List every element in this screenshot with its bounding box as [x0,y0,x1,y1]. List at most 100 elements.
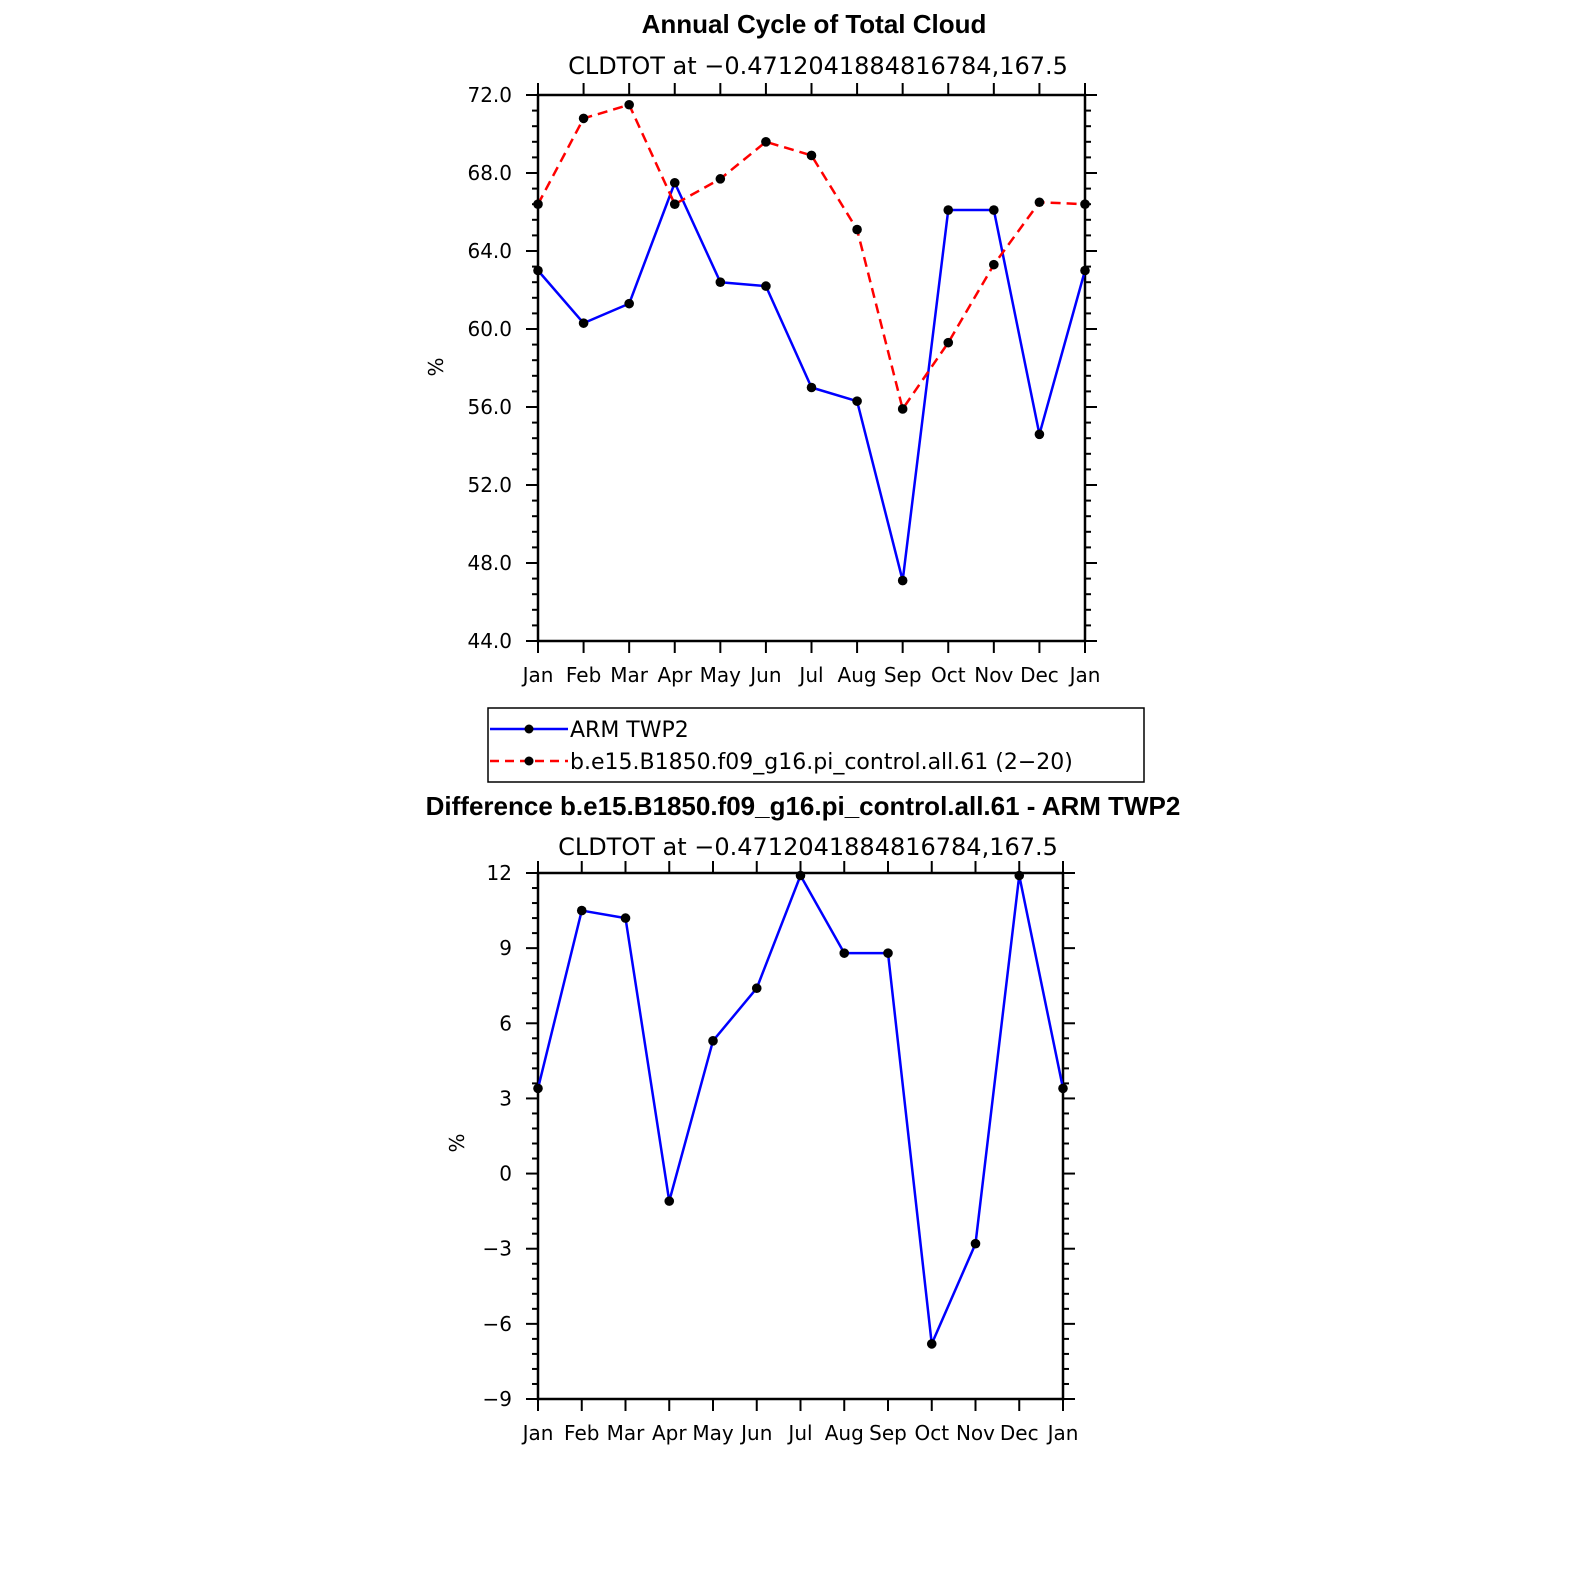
data-point-series-0 [897,575,908,586]
data-point-series-0 [795,870,806,881]
data-point-series-0 [578,318,589,328]
legend-label-arm-twp2: ARM TWP2 [570,718,689,743]
x-tick-label: Jun [739,1421,772,1445]
data-point-series-0 [1058,1083,1068,1094]
x-tick-label: Nov [974,663,1013,687]
y-tick-label: −6 [483,1312,512,1336]
y-tick-label: 56.0 [467,395,512,419]
x-tick-label: Apr [652,1421,687,1445]
legend-label-model: b.e15.B1850.f09_g16.pi_control.all.61 (2… [570,750,1073,775]
y-tick-label: 64.0 [467,239,512,263]
y-tick-label: 68.0 [467,161,512,185]
y-tick-label: −9 [483,1387,512,1411]
data-point-series-0 [1014,870,1025,881]
x-tick-label: Oct [914,1421,949,1445]
data-point-series-0 [576,905,587,916]
chart1-series [533,99,1090,586]
chart2-title: Difference b.e15.B1850.f09_g16.pi_contro… [426,791,1181,821]
data-point-series-0 [926,1339,937,1349]
x-tick-label: Sep [884,663,922,687]
chart1-legend: ARM TWP2 b.e15.B1850.f09_g16.pi_control.… [487,707,1145,783]
x-tick-label: Jan [521,663,554,687]
x-tick-label: Jun [748,663,781,687]
x-tick-label: Jul [786,1421,812,1445]
data-point-series-0 [620,913,631,923]
x-tick-label: Jul [797,663,823,687]
chart2-subtitle: CLDTOT at −0.4712041884816784,167.5 [558,833,1058,861]
data-point-series-0 [989,205,999,215]
x-tick-label: Mar [607,1421,646,1445]
x-tick-label: Apr [657,663,692,687]
data-point-series-0 [669,177,680,188]
y-tick-label: 60.0 [467,317,512,341]
plot-frame [536,93,1087,643]
x-tick-label: Dec [1000,1421,1039,1445]
data-point-series-1 [1034,197,1045,208]
data-point-series-1 [533,199,543,209]
data-point-series-0 [624,298,634,309]
x-tick-label: Aug [838,663,877,687]
y-tick-label: 6 [499,1011,512,1035]
annual-cycle-chart: Annual Cycle of Total Cloud CLDTOT at −0… [424,9,1145,783]
series-line-0 [536,874,1065,1346]
legend-marker-arm-twp2 [524,724,534,734]
y-tick-label: 72.0 [467,83,512,107]
data-point-series-1 [806,150,817,161]
series-line-0 [537,181,1087,582]
chart2-axes: −9 −6 −3 0 3 6 9 12 Jan Feb Mar Apr May Jun Jul Aug Sep O… [483,861,1079,1445]
x-tick-label: Nov [956,1421,995,1445]
data-point-series-0 [664,1196,675,1206]
x-tick-label: May [700,663,742,687]
data-point-series-1 [989,259,999,270]
x-tick-label: Oct [931,663,966,687]
y-tick-label: 9 [499,936,512,960]
x-tick-label: May [692,1421,734,1445]
data-point-series-0 [751,983,762,994]
x-tick-label: Mar [610,663,649,687]
x-tick-label: Feb [566,663,601,687]
data-point-series-0 [852,396,862,406]
data-point-series-1 [624,99,634,110]
data-point-series-1 [852,224,862,235]
x-tick-label: Jan [1068,663,1101,687]
x-tick-label: Sep [869,1421,907,1445]
difference-chart: Difference b.e15.B1850.f09_g16.pi_contro… [426,791,1181,1445]
data-point-series-0 [806,382,817,393]
chart1-title: Annual Cycle of Total Cloud [642,9,987,39]
data-point-series-0 [1034,429,1045,440]
data-point-series-0 [533,1083,543,1094]
data-point-series-0 [883,948,893,958]
legend-marker-model [524,756,534,766]
legend-box [487,707,1145,783]
x-tick-label: Aug [825,1421,864,1445]
y-tick-label: 52.0 [467,473,512,497]
data-point-series-0 [970,1238,981,1249]
data-point-series-0 [1080,265,1090,276]
y-tick-label: 12 [487,861,512,885]
data-point-series-1 [761,137,771,147]
data-point-series-1 [943,337,954,348]
y-tick-label: 3 [499,1086,512,1110]
chart1-ylabel: % [424,357,448,376]
y-tick-label: 0 [499,1162,512,1186]
chart2-series [533,870,1068,1349]
data-point-series-1 [897,404,908,414]
x-tick-label: Jan [521,1421,554,1445]
x-tick-label: Jan [1046,1421,1079,1445]
data-point-series-0 [761,281,771,291]
x-tick-label: Feb [564,1421,599,1445]
plot-frame [536,871,1065,1401]
data-point-series-0 [715,277,726,288]
y-tick-label: −3 [483,1237,512,1261]
x-tick-label: Dec [1020,663,1059,687]
data-point-series-0 [533,265,543,276]
data-point-series-1 [669,199,680,209]
chart2-ylabel: % [445,1133,469,1152]
data-point-series-1 [578,113,589,124]
data-point-series-0 [943,205,954,215]
y-tick-label: 48.0 [467,551,512,575]
data-point-series-1 [715,174,726,184]
y-tick-label: 44.0 [467,629,512,653]
data-point-series-0 [708,1036,718,1046]
